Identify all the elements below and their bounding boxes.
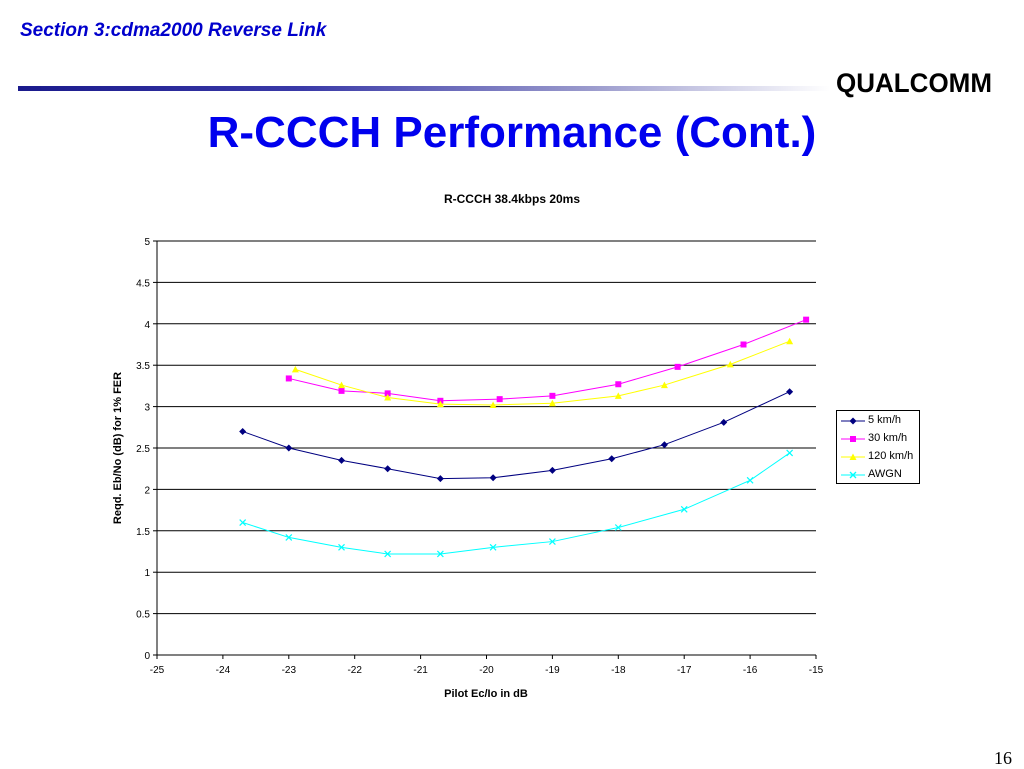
data-point (436, 475, 444, 483)
data-point (489, 474, 497, 482)
x-tick-label: -18 (611, 665, 626, 676)
series-120-km-h (291, 337, 794, 408)
data-point (285, 375, 292, 382)
data-point (660, 381, 668, 389)
x-tick-label: -20 (479, 665, 494, 676)
legend-label-30kmh: 30 km/h (868, 432, 908, 444)
x-tick-label: -15 (809, 665, 824, 676)
data-point (680, 505, 688, 513)
data-point (803, 316, 810, 323)
data-point (786, 449, 794, 457)
page-number: 16 (994, 748, 1012, 768)
legend-item-120kmh: 120 km/h (837, 448, 919, 466)
y-tick-label: 0 (144, 651, 150, 662)
data-point (338, 381, 346, 389)
legend-swatch-30kmh (841, 436, 865, 442)
legend: 5 km/h 30 km/h 120 km/h AWGN (836, 410, 920, 484)
x-tick-label: -23 (282, 665, 297, 676)
gridlines (157, 240, 816, 615)
data-point (285, 533, 293, 541)
data-point (786, 337, 794, 345)
legend-item-30kmh: 30 km/h (837, 430, 919, 448)
data-point (615, 381, 622, 388)
data-point (548, 399, 556, 407)
data-point (496, 396, 503, 403)
y-tick-label: 5 (144, 237, 150, 248)
series-group (239, 316, 810, 558)
legend-item-5kmh: 5 km/h (837, 412, 919, 430)
legend-label-120kmh: 120 km/h (868, 450, 914, 462)
y-axis-label: Reqd. Eb/No (dB) for 1% FER (112, 372, 124, 524)
x-tick-label: -22 (347, 665, 362, 676)
data-point (489, 543, 497, 551)
data-point (608, 455, 616, 463)
section-title: Section 3:cdma2000 Reverse Link (20, 20, 327, 41)
data-point (548, 538, 556, 545)
y-tick-label: 4.5 (136, 278, 150, 289)
series-awgn (239, 449, 794, 558)
data-point (338, 387, 345, 394)
x-axis-label: Pilot Ec/Io in dB (444, 688, 528, 700)
data-point (660, 441, 668, 449)
data-point (436, 550, 444, 558)
y-tick-label: 0.5 (136, 610, 150, 621)
legend-swatch-5kmh (841, 417, 865, 425)
qualcomm-logo: QUALCOMM (836, 68, 992, 98)
legend-label-5kmh: 5 km/h (868, 414, 902, 426)
data-point (384, 550, 392, 558)
data-point (384, 393, 392, 401)
data-point (786, 388, 794, 396)
data-point (338, 456, 346, 464)
legend-swatch-120kmh (841, 453, 865, 460)
y-tick-label: 2.5 (136, 444, 150, 455)
y-tick-label: 3.5 (136, 361, 150, 372)
legend-swatch-awgn (841, 471, 865, 479)
y-tick-label: 3 (144, 403, 150, 414)
qualcomm-logo-text: QUALCOMM (836, 68, 992, 98)
y-tick-label: 4 (144, 320, 150, 331)
header-rule (18, 86, 830, 91)
x-tick-label: -16 (743, 665, 758, 676)
series-line (295, 340, 790, 406)
y-tick-label: 1 (144, 568, 150, 579)
data-point (746, 476, 754, 484)
data-point (614, 524, 622, 531)
data-point (285, 444, 293, 452)
data-point (489, 401, 497, 408)
data-point (740, 341, 747, 348)
x-tick-label: -24 (216, 665, 231, 676)
y-tick-label: 2 (144, 485, 150, 496)
series-line (242, 452, 790, 555)
data-point (239, 427, 247, 435)
y-tick-label: 1.5 (136, 527, 150, 538)
legend-label-awgn: AWGN (868, 468, 902, 480)
data-point (239, 519, 247, 526)
data-point (384, 390, 391, 397)
series-line (288, 319, 807, 402)
slide-title: R-CCCH Performance (Cont.) (207, 108, 817, 157)
x-tick-label: -19 (545, 665, 560, 676)
legend-item-awgn: AWGN (837, 466, 919, 484)
data-point (338, 543, 345, 551)
data-point (291, 365, 299, 373)
data-point (384, 465, 392, 473)
x-tick-label: -21 (413, 665, 428, 676)
data-point (726, 360, 734, 368)
axes (153, 240, 817, 659)
data-point (614, 392, 622, 399)
series-5-km-h (239, 388, 794, 483)
tick-labels: 0 0.5 1 1.5 2 2.5 3 3.5 4 4.5 5 -25 -24 -23 -22 -21 -20 -… (136, 237, 824, 676)
data-point (436, 400, 444, 408)
data-point (720, 418, 728, 426)
x-tick-label: -25 (150, 665, 165, 676)
data-point (548, 466, 556, 474)
data-point (674, 363, 681, 370)
chart-title: R-CCCH 38.4kbps 20ms (444, 192, 580, 206)
data-point (549, 392, 556, 399)
x-tick-label: -17 (677, 665, 692, 676)
